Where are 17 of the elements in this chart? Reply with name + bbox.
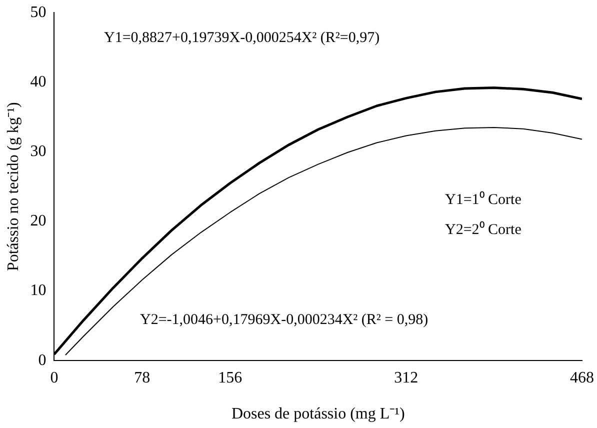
x-tick-label: 468 — [570, 369, 594, 386]
y-tick-label: 0 — [38, 352, 46, 369]
annotation: Y1=1⁰ Corte — [445, 190, 522, 209]
annotation: Y1=0,8827+0,19739X-0,000254X² (R²=0,97) — [104, 30, 380, 47]
x-tick-label: 156 — [218, 369, 242, 386]
x-axis-title: Doses de potássio (mg L⁻¹) — [231, 406, 405, 423]
annotation: Y2=2⁰ Corte — [445, 220, 522, 239]
x-tick-label: 0 — [50, 369, 58, 386]
x-tick-label: 312 — [394, 369, 418, 386]
y-tick-label: 30 — [30, 143, 46, 160]
y-tick-label: 40 — [30, 73, 46, 90]
y-axis-title: Potássio no tecido (g kg⁻¹) — [4, 102, 22, 272]
annotation: Y2=-1,0046+0,17969X-0,000234X² (R² = 0,98) — [140, 312, 428, 329]
y-tick-label: 10 — [30, 282, 46, 300]
x-tick-label: 78 — [134, 369, 150, 386]
y-tick-label: 20 — [30, 212, 46, 230]
y-tick-label: 50 — [30, 4, 46, 21]
